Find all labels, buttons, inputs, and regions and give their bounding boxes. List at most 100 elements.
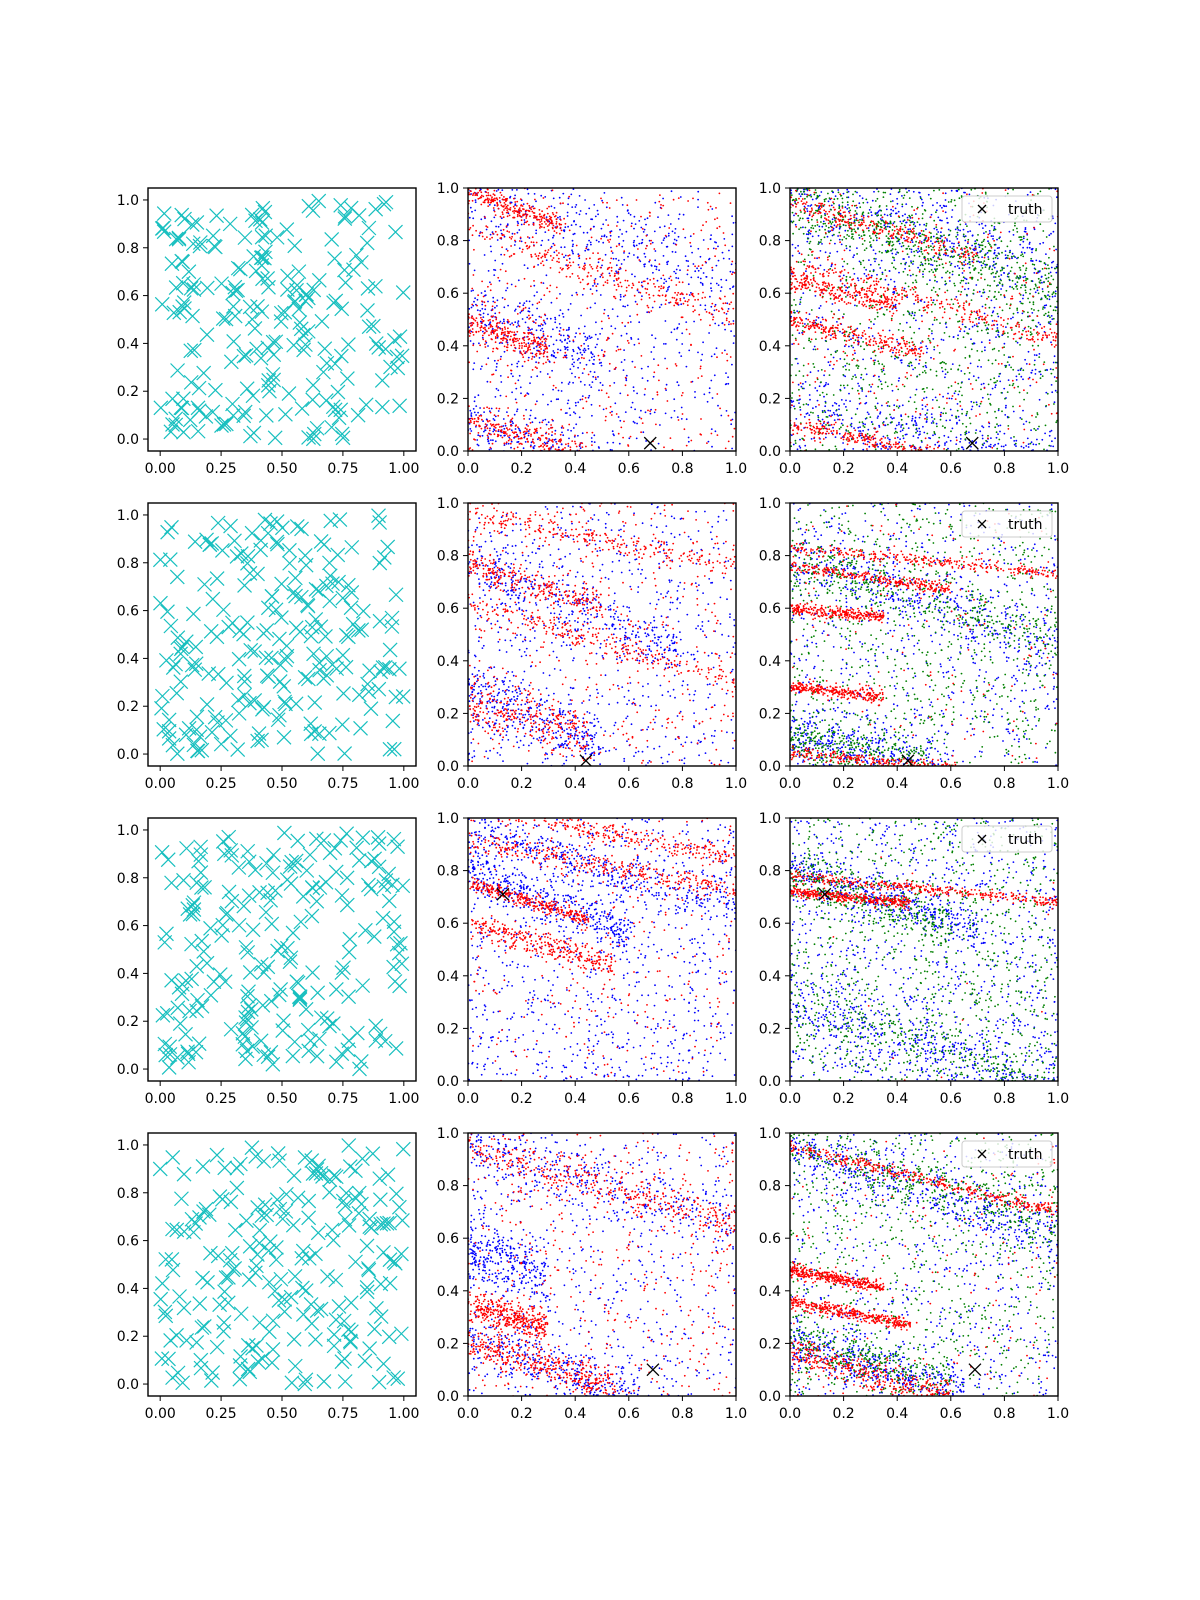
sample-point (911, 220, 914, 223)
sample-point (480, 196, 483, 199)
sample-point (1035, 416, 1037, 418)
sample-point (1020, 375, 1023, 378)
sample-point (932, 235, 935, 238)
sample-point (532, 222, 535, 225)
sample-point (626, 304, 629, 307)
sample-point (609, 384, 611, 387)
sample-point (894, 303, 897, 306)
sample-point (916, 430, 919, 432)
sample-point (491, 442, 494, 445)
sample-point (910, 337, 913, 340)
sample-point (548, 215, 551, 218)
sample-point (1015, 375, 1018, 378)
sample-point (566, 267, 569, 270)
sample-point (923, 301, 926, 303)
sample-point (980, 383, 983, 386)
sample-point (550, 354, 553, 357)
sample-point (964, 433, 967, 436)
sample-point (635, 199, 638, 201)
sample-point (500, 237, 503, 239)
sample-point (933, 348, 936, 351)
sample-point (793, 407, 796, 410)
sample-point (609, 448, 612, 451)
sample-point (632, 386, 635, 389)
sample-point (818, 194, 821, 197)
sample-point (810, 411, 812, 414)
sample-point (954, 265, 956, 268)
sample-point (471, 331, 474, 333)
sample-point (701, 264, 704, 267)
sample-point (1042, 230, 1045, 232)
sample-point (667, 234, 670, 237)
sample-point (891, 252, 894, 255)
sample-point (815, 338, 817, 340)
sample-point (796, 448, 799, 451)
sample-point (824, 228, 826, 231)
sample-point (600, 389, 603, 392)
sample-point (675, 338, 678, 341)
sample-point (516, 435, 519, 438)
sample-point (731, 418, 734, 421)
sample-point (603, 312, 605, 315)
sample-point (903, 237, 905, 240)
sample-point (859, 430, 862, 432)
sample-point (809, 289, 811, 292)
sample-point (947, 228, 950, 231)
sample-point (905, 422, 908, 425)
sample-point (908, 362, 910, 365)
sample-point (891, 351, 894, 354)
sample-point (595, 378, 597, 381)
sample-point (847, 204, 849, 206)
sample-point (492, 193, 495, 196)
sample-point (513, 244, 516, 246)
sample-point (562, 434, 565, 437)
sample-point (506, 204, 509, 207)
sample-point (577, 366, 579, 369)
sample-point (857, 367, 859, 369)
sample-point (1004, 257, 1007, 260)
sample-point (591, 218, 594, 221)
sample-point (552, 213, 555, 216)
sample-marker (242, 428, 258, 444)
x-tick-label: 0.6 (618, 461, 640, 477)
sample-point (920, 241, 923, 243)
sample-marker (267, 430, 283, 446)
sample-point (480, 218, 483, 221)
sample-point (697, 269, 700, 272)
sample-point (640, 417, 643, 420)
sample-point (566, 349, 569, 351)
sample-point (791, 334, 794, 337)
sample-point (489, 326, 492, 328)
sample-point (470, 430, 473, 432)
sample-point (680, 316, 683, 319)
sample-marker (227, 308, 243, 324)
sample-point (625, 374, 628, 377)
sample-point (731, 447, 733, 450)
sample-point (1025, 445, 1028, 447)
sample-point (845, 247, 848, 250)
sample-point (645, 234, 648, 237)
sample-point (597, 258, 600, 261)
sample-point (597, 354, 600, 357)
sample-point (970, 400, 973, 403)
sample-point (823, 374, 825, 377)
sample-point (944, 199, 947, 201)
sample-point (709, 238, 712, 241)
sample-point (654, 259, 657, 262)
sample-point (932, 420, 934, 422)
sample-point (1011, 279, 1014, 282)
sample-point (497, 207, 500, 210)
sample-point (490, 324, 492, 327)
sample-point (558, 252, 560, 254)
sample-point (523, 213, 526, 216)
sample-point (491, 325, 494, 328)
sample-point (877, 210, 880, 213)
sample-point (545, 216, 548, 219)
sample-point (483, 254, 486, 256)
sample-point (1039, 242, 1041, 245)
sample-point (932, 338, 935, 340)
sample-point (914, 394, 917, 396)
sample-point (521, 251, 523, 253)
sample-marker (186, 282, 202, 297)
sample-point (840, 426, 842, 429)
